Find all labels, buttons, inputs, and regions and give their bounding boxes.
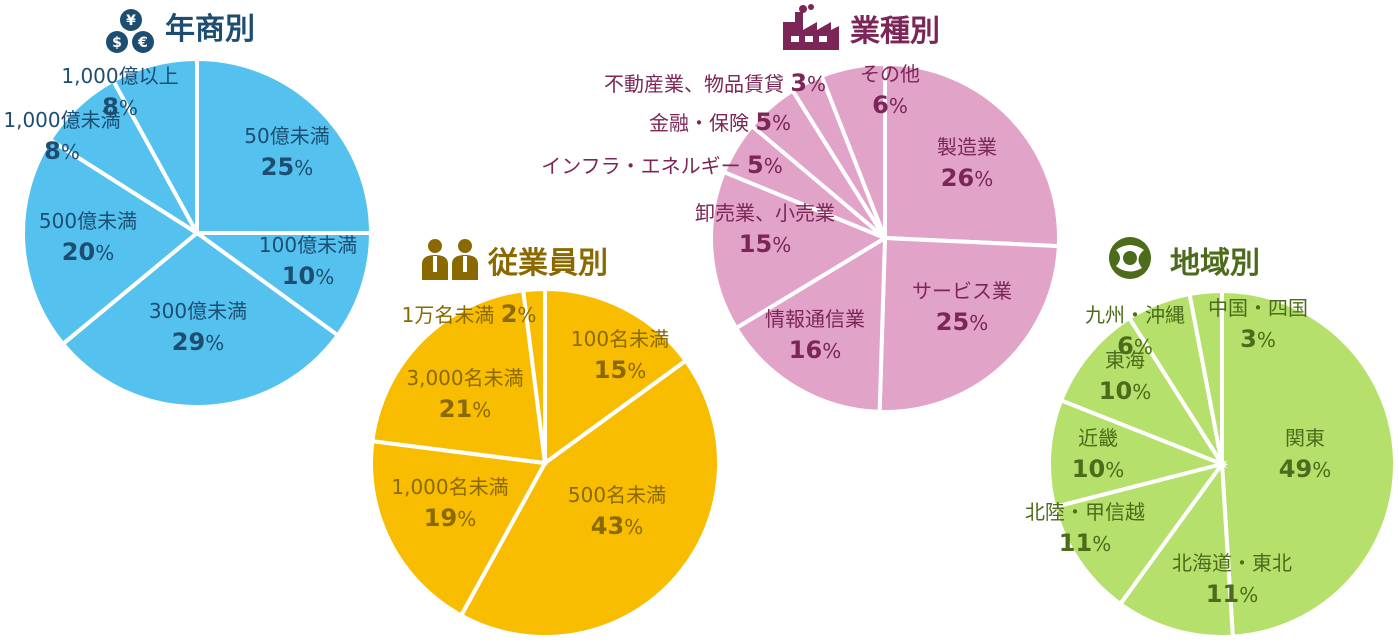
slice-label: 1万名未満 2% [402,300,537,328]
slice-value: 11% [1206,580,1258,608]
slice-value: 10% [282,262,334,290]
svg-text:€: € [137,35,148,51]
pie-chart-3: 関東 49% 北海道・東北 11% 北陸・甲信越 11% 近畿 10% 東海 10% 九州・沖縄 6%… [1025,237,1398,639]
slice-label: 金融・保険 5% [649,108,791,136]
pie-slice [877,235,1061,414]
slice-label: 近畿 [1078,426,1118,450]
slice-value: 11% [1059,529,1111,557]
pie-chart-1: 100名未満 15% 500名未満 43% 1,000名未満 19% 3,000名未満 21%… [369,239,721,639]
pie-slice [1187,288,1224,465]
slice-label: 北海道・東北 [1172,551,1292,575]
slice-label: 1,000名未満 [391,475,508,499]
pie-slice [543,286,689,467]
slice-value: 20% [62,238,114,266]
pie-slice [733,234,888,414]
svg-text:$: $ [112,35,122,51]
slice-label: 1,000億未満 [3,108,120,132]
pie-slice [370,288,548,466]
slice-value: 19% [424,504,476,532]
pie-slice [520,286,547,464]
slice-label: 500名未満 [568,483,666,507]
slice-value: 43% [591,512,643,540]
slice-value: 6% [1117,332,1153,360]
pie-slice [1117,458,1235,639]
pie-chart-2: 製造業 26% サービス業 25% 情報通信業 16% 卸売業、小売業 15% インフラ・エネル… [541,4,1061,414]
slice-label: 100億未満 [259,233,357,257]
slice-label: サービス業 [912,279,1012,303]
slice-label: 情報通信業 [765,307,865,331]
pie-slice [1047,397,1229,510]
slice-value: 3% [1240,325,1276,353]
slice-value: 25% [261,153,313,181]
pie-slice [709,169,890,331]
slice-value: 16% [789,336,841,364]
pie-slice [110,56,199,234]
pie-slice [458,357,721,639]
slice-label: 卸売業、小売業 [695,201,835,225]
pie-slice [195,56,374,235]
slice-value: 21% [439,395,491,423]
coins-icon: ¥$ € [106,9,154,53]
pie-slice [60,230,341,409]
pie-chart-0: 50億未満 25% 100億未満 10% 300億未満 29% 500億未満 20% 1,000… [3,9,374,409]
slice-label: 北陸・甲信越 [1025,500,1145,524]
svg-text:¥: ¥ [126,13,136,29]
chart-title: 従業員別 [487,246,608,281]
slice-label: 中国・四国 [1208,296,1308,320]
chart-title: 地域別 [1170,246,1260,281]
slice-label: 製造業 [937,135,997,159]
slice-value: 26% [941,164,993,192]
slice-label: 不動産業、物品賃貸 3% [604,69,826,97]
slice-label: インフラ・エネルギー 5% [541,151,782,179]
slice-value: 15% [594,356,646,384]
pie-slice [818,61,887,239]
slice-value: 15% [739,230,791,258]
slice-value: 8% [102,93,138,121]
slice-value: 6% [872,91,908,119]
pie-slice [1052,460,1227,607]
slice-label: 300億未満 [149,299,247,323]
pie-slice [21,137,201,347]
pie-slice [1220,288,1398,639]
slice-value: 8% [44,137,80,165]
chart-title: 年商別 [165,12,255,47]
slice-value: 49% [1279,455,1331,483]
slice-label: 関東 [1285,426,1325,450]
slice-label: 500億未満 [39,209,137,233]
slice-value: 25% [936,308,988,336]
factory-icon [783,4,839,50]
pie-slice [190,231,374,339]
globe-icon [1109,237,1151,279]
pie-slice [369,438,549,619]
slice-label: その他 [860,62,920,86]
chart-title: 業種別 [850,14,940,49]
slice-label: 東海 [1105,348,1145,372]
slice-value: 10% [1099,377,1151,405]
slice-value: 10% [1072,455,1124,483]
slice-value: 29% [172,328,224,356]
slice-label: 九州・沖縄 [1085,303,1185,327]
slice-label: 100名未満 [571,327,669,351]
people-icon [422,239,478,280]
slice-label: 3,000名未満 [406,366,523,390]
pie-slice [1058,315,1227,469]
pie-slice [883,61,1061,249]
slice-label: 1,000億以上 [61,64,178,88]
slice-label: 50億未満 [244,124,329,148]
